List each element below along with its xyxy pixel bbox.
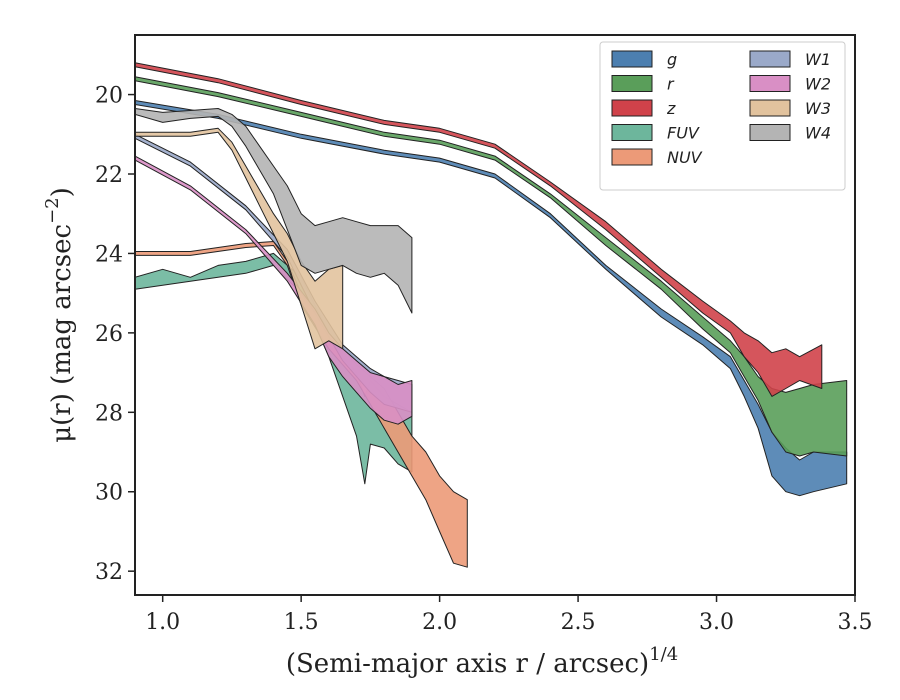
y-axis-ticks: 20 22 24 26 28 30 32 [95, 84, 135, 585]
legend-swatch-fuv [611, 124, 653, 141]
legend-swatch-w4 [749, 124, 791, 141]
x-axis-ticks: 1.0 1.5 2.0 2.5 3.0 3.5 [145, 595, 873, 635]
band-z [135, 62, 823, 397]
legend-swatch-w2 [749, 75, 791, 92]
legend-items: grz FUV NUV W1 W2 W3 W4 [611, 50, 831, 167]
legend-label-nuv: NUV [667, 148, 703, 167]
legend-label-w3: W3 [805, 99, 831, 118]
y-axis-label-close: ) [47, 187, 77, 197]
x-tick-label: 3.0 [699, 610, 734, 635]
y-axis-label-exponent: −2 [42, 197, 63, 224]
y-tick-label: 22 [95, 163, 123, 188]
band-w2 [135, 155, 413, 425]
legend-label-w2: W2 [805, 75, 831, 94]
y-tick-label: 26 [95, 322, 123, 347]
y-tick-label: 24 [95, 242, 123, 267]
x-tick-label: 1.0 [145, 610, 180, 635]
legend-label-fuv: FUV [667, 124, 700, 143]
legend-swatch-w1 [749, 50, 791, 68]
x-axis-label: (Semi-major axis r / arcsec)1/4 [286, 644, 678, 679]
legend-swatch-z [611, 99, 653, 117]
y-axis-label-main: μ(r) (mag arcsec [47, 224, 77, 443]
legend-label-z: z [666, 99, 676, 118]
y-axis-label: μ(r) (mag arcsec−2) [42, 187, 77, 443]
x-tick-label: 3.5 [838, 610, 873, 635]
band-r [135, 76, 848, 457]
legend-swatch-r [611, 75, 653, 92]
legend-label-w4: W4 [805, 124, 831, 143]
x-tick-label: 2.5 [561, 610, 596, 635]
band-w3 [135, 127, 344, 350]
x-axis-label-main: (Semi-major axis r / arcsec) [286, 649, 649, 679]
legend-swatch-g [611, 50, 653, 68]
legend: grz FUV NUV W1 W2 W3 W4 [599, 41, 846, 191]
band-w4 [135, 108, 413, 314]
legend-label-w1: W1 [805, 50, 831, 69]
band-g [135, 100, 848, 497]
plot-frame [134, 34, 856, 596]
y-tick-label: 20 [95, 84, 123, 109]
legend-swatch-nuv [611, 148, 653, 166]
legend-label-r: r [667, 75, 675, 94]
legend-label-g: g [667, 50, 677, 69]
y-tick-label: 30 [95, 481, 123, 506]
x-axis-label-exponent: 1/4 [649, 644, 678, 665]
x-tick-label: 1.5 [284, 610, 319, 635]
y-tick-label: 32 [95, 560, 123, 585]
x-tick-label: 2.0 [422, 610, 457, 635]
series-layer [135, 62, 848, 568]
y-tick-label: 28 [95, 401, 123, 426]
legend-swatch-w3 [749, 99, 791, 117]
